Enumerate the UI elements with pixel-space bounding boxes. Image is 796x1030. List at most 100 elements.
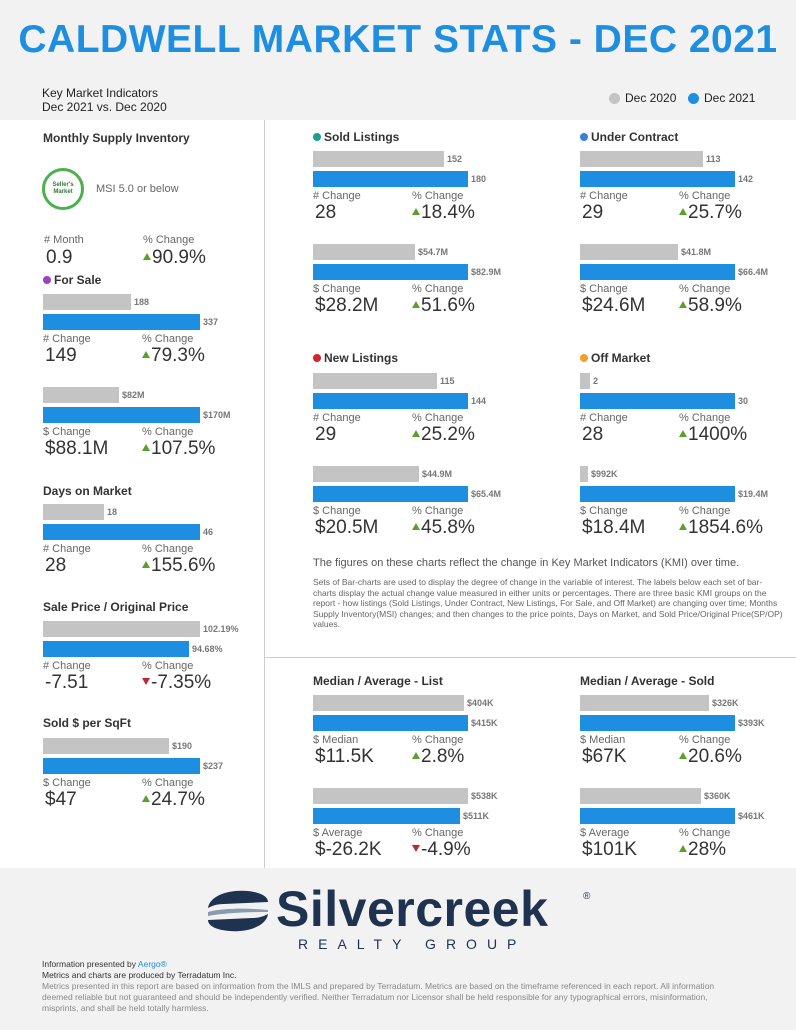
- curr-row: $170M: [43, 406, 243, 424]
- change-value: $-26.2K: [315, 839, 382, 860]
- prev-row: 113: [580, 150, 780, 168]
- for-sale-volume-chart: $82M $170M $ Change % Change $88.1M 107.…: [43, 386, 243, 466]
- pct-change-value: 25.7%: [679, 202, 742, 224]
- silvercreek-logo-icon: [204, 886, 272, 936]
- up-arrow-icon: [412, 208, 420, 215]
- prev-row-label: 188: [134, 297, 150, 307]
- sellers-market-badge: Seller's Market: [42, 168, 84, 210]
- prev-row-label: $44.9M: [422, 469, 453, 479]
- change-label: $ Average: [313, 827, 363, 839]
- down-arrow-icon: [142, 678, 150, 685]
- curr-row: 94.68%: [43, 640, 243, 658]
- prev-row: 152: [313, 150, 513, 168]
- prev-row: 18: [43, 503, 243, 521]
- change-value: $47: [45, 789, 77, 810]
- curr-row-bar: [43, 641, 189, 657]
- curr-row: $237: [43, 757, 243, 775]
- new-volume-chart: $44.9M $65.4M $ Change % Change $20.5M 4…: [313, 465, 513, 545]
- prev-row: $54.7M: [313, 243, 513, 261]
- curr-row-bar: [43, 524, 200, 540]
- sold-listings-title: Sold Listings: [313, 130, 399, 144]
- pct-change-label: % Change: [142, 777, 194, 789]
- prev-row-bar: [313, 373, 437, 389]
- prev-row-bar: [313, 788, 468, 804]
- pct-change-value: 28%: [679, 839, 726, 861]
- change-value: $67K: [582, 746, 627, 767]
- prev-row: $41.8M: [580, 243, 780, 261]
- for-sale-count-chart: 188 337 # Change % Change 149 79.3%: [43, 293, 243, 373]
- curr-row-bar: [580, 393, 735, 409]
- aergo-link[interactable]: Aergo®: [137, 959, 167, 969]
- logo-wordmark: Silvercreek: [276, 881, 549, 937]
- curr-row: 180: [313, 170, 513, 188]
- pct-change-label: % Change: [679, 505, 731, 517]
- up-arrow-icon: [679, 752, 687, 759]
- change-label: # Change: [313, 190, 361, 202]
- prev-row-label: $54.7M: [418, 247, 449, 257]
- curr-row-bar: [580, 808, 735, 824]
- prev-row-label: $41.8M: [681, 247, 712, 257]
- prev-row-bar: [313, 151, 444, 167]
- curr-row: $393K: [580, 714, 780, 732]
- prev-row-bar: [43, 387, 119, 403]
- change-value: 29: [582, 202, 604, 223]
- pct-change-label: % Change: [412, 505, 464, 517]
- up-arrow-icon: [679, 301, 687, 308]
- pct-change-value: 51.6%: [412, 295, 475, 317]
- pct-change-value: 107.5%: [142, 438, 215, 460]
- days-on-market-chart: 18 46 # Change % Change 28 155.6%: [43, 503, 243, 583]
- curr-row: $19.4M: [580, 485, 780, 503]
- list-prices-title: Median / Average - List: [313, 674, 443, 688]
- prev-row-bar: [313, 244, 415, 260]
- sold-median-chart: $326K $393K $ Median % Change $67K 20.6%: [580, 694, 780, 774]
- pct-change-value: 155.6%: [142, 555, 215, 577]
- curr-row-label: 30: [738, 396, 749, 406]
- pct-change-value: 79.3%: [142, 345, 205, 367]
- change-value: $11.5K: [315, 746, 374, 767]
- pct-change-value: -4.9%: [412, 839, 471, 861]
- prev-row-label: $360K: [704, 791, 731, 801]
- change-label: # Change: [43, 660, 91, 672]
- up-arrow-icon: [679, 845, 687, 852]
- curr-row: $511K: [313, 807, 513, 825]
- off-market-count-chart: 2 30 # Change % Change 28 1400%: [580, 372, 780, 452]
- up-arrow-icon: [412, 301, 420, 308]
- up-arrow-icon: [142, 561, 150, 568]
- prev-row-label: 102.19%: [203, 624, 239, 634]
- curr-row-bar: [580, 171, 735, 187]
- msi-label: # Month: [44, 234, 84, 246]
- logo-subtitle: REALTY GROUP: [298, 936, 527, 952]
- prev-row-label: 18: [107, 507, 118, 517]
- curr-row: $82.9M: [313, 263, 513, 281]
- list-average-chart: $538K $511K $ Average % Change $-26.2K -…: [313, 787, 513, 867]
- curr-row-bar: [313, 264, 468, 280]
- change-value: 28: [582, 424, 604, 445]
- prev-row-bar: [580, 244, 678, 260]
- curr-row-label: $170M: [203, 410, 231, 420]
- presented-by: Information presented by Aergo®: [42, 959, 167, 969]
- prev-row-bar: [43, 294, 131, 310]
- new-listings-title: New Listings: [313, 351, 398, 365]
- prev-row: $190: [43, 737, 243, 755]
- curr-row-label: $65.4M: [471, 489, 502, 499]
- prev-row-bar: [580, 788, 701, 804]
- curr-row-label: 142: [738, 174, 754, 184]
- curr-row-label: $82.9M: [471, 267, 502, 277]
- disclaimer: Metrics presented in this report are bas…: [42, 981, 715, 1013]
- change-label: # Change: [580, 412, 628, 424]
- up-arrow-icon: [412, 523, 420, 530]
- change-label: $ Median: [580, 734, 626, 746]
- legend-dec-2021: Dec 2021: [688, 91, 755, 105]
- down-arrow-icon: [412, 845, 420, 852]
- curr-row-label: 337: [203, 317, 219, 327]
- under-contract-title: Under Contract: [580, 130, 678, 144]
- change-label: # Change: [580, 190, 628, 202]
- sold-average-chart: $360K $461K $ Average % Change $101K 28%: [580, 787, 780, 867]
- days-on-market-title: Days on Market: [43, 484, 132, 498]
- new-count-chart: 115 144 # Change % Change 29 25.2%: [313, 372, 513, 452]
- notes-summary: The figures on these charts reflect the …: [313, 557, 740, 569]
- msi-pct-value: 90.9%: [143, 247, 206, 269]
- curr-row: $66.4M: [580, 263, 780, 281]
- pct-change-label: % Change: [412, 283, 464, 295]
- curr-row-bar: [313, 715, 468, 731]
